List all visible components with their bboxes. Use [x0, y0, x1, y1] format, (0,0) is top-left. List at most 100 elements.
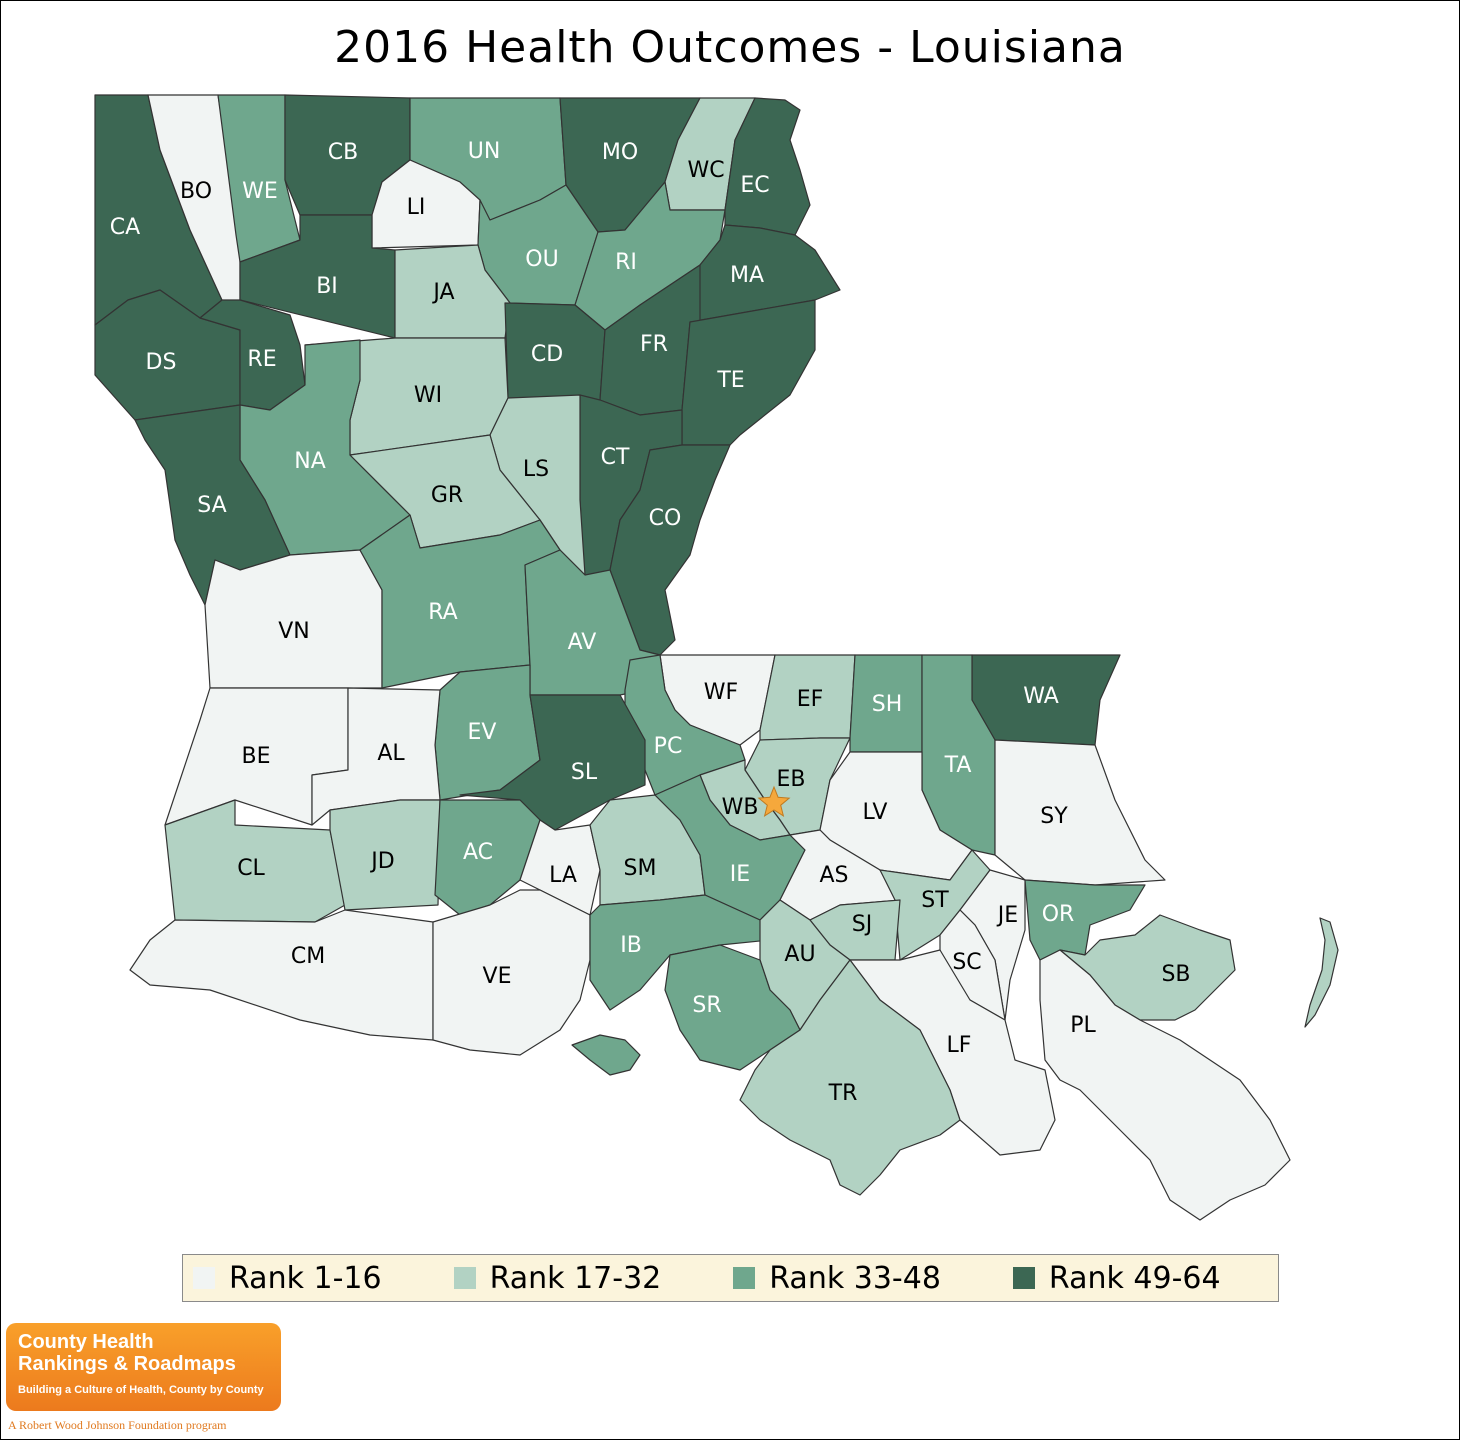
parish-ac[interactable]: [434, 799, 541, 916]
parish-label-cb: CB: [328, 140, 358, 165]
parish-label-pl: PL: [1070, 1013, 1096, 1038]
parish-label-ef: EF: [797, 687, 824, 712]
parish-li[interactable]: [371, 159, 481, 249]
parish-label-ma: MA: [730, 263, 764, 288]
parish-label-vn: VN: [278, 619, 310, 644]
legend-label-2: Rank 17-32: [489, 1260, 662, 1296]
legend-label-4: Rank 49-64: [1048, 1260, 1221, 1296]
parish-tr[interactable]: [739, 959, 961, 1196]
parish-label-je: JE: [996, 903, 1018, 928]
parish-label-ja: JA: [431, 280, 454, 305]
parish-label-co: CO: [649, 506, 682, 531]
parish-label-sr: SR: [692, 993, 721, 1018]
parish-label-fr: FR: [640, 332, 668, 357]
parish-co[interactable]: [609, 444, 731, 656]
parish-label-la: LA: [549, 863, 577, 888]
parish-label-ec: EC: [740, 173, 769, 198]
logo-title-line1: County Health: [18, 1331, 154, 1353]
parish-label-ac: AC: [463, 840, 493, 865]
star-icon: [757, 785, 791, 817]
parish-label-ca: CA: [110, 215, 140, 240]
parish-or[interactable]: [1024, 879, 1146, 961]
legend-label-1: Rank 1-16: [229, 1260, 382, 1296]
parish-label-ct: CT: [601, 445, 630, 470]
parish-label-re: RE: [247, 347, 276, 372]
parish-sy[interactable]: [994, 739, 1166, 886]
parish-label-ri: RI: [615, 250, 637, 275]
logo-tagline: Building a Culture of Health, County by …: [18, 1384, 264, 1396]
marsh-island: [571, 1034, 641, 1076]
parish-label-un: UN: [468, 139, 501, 164]
legend-item-3: Rank 33-48: [733, 1261, 941, 1296]
parish-label-sb: SB: [1161, 962, 1190, 987]
parish-label-we: WE: [242, 179, 278, 204]
parish-label-sm: SM: [624, 856, 657, 881]
parish-label-li: LI: [407, 195, 426, 220]
parish-label-wf: WF: [704, 680, 738, 705]
parish-label-ls: LS: [523, 457, 549, 482]
parish-label-au: AU: [784, 942, 815, 967]
logo-title-line2: Rankings & Roadmaps: [18, 1353, 236, 1375]
parish-label-sj: SJ: [852, 912, 872, 937]
parish-pl[interactable]: [1039, 949, 1291, 1221]
parish-te[interactable]: [681, 299, 816, 446]
parish-label-sl: SL: [571, 760, 598, 785]
legend-item-1: Rank 1-16: [193, 1261, 382, 1296]
logo-title: County Health Rankings & Roadmaps: [18, 1331, 236, 1375]
parish-label-be: BE: [242, 744, 271, 769]
parish-label-wa: WA: [1023, 684, 1059, 709]
parish-label-pc: PC: [654, 734, 683, 759]
parish-label-ib: IB: [620, 933, 642, 958]
parish-label-sc: SC: [952, 950, 981, 975]
parish-label-wi: WI: [414, 383, 442, 408]
parish-label-te: TE: [716, 368, 744, 393]
parish-label-lf: LF: [947, 1033, 972, 1058]
parish-label-al: AL: [377, 741, 405, 766]
map-title: 2016 Health Outcomes - Louisiana: [334, 22, 1126, 73]
parish-label-wb: WB: [722, 795, 759, 820]
chandeleur-islands: [1304, 917, 1339, 1028]
parish-label-wc: WC: [687, 158, 724, 183]
parish-label-av: AV: [568, 630, 597, 655]
parish-label-gr: GR: [431, 483, 463, 508]
parish-label-tr: TR: [828, 1081, 858, 1106]
legend-item-2: Rank 17-32: [453, 1260, 662, 1296]
parish-label-mo: MO: [602, 140, 638, 165]
parish-label-cd: CD: [531, 342, 563, 367]
parish-label-ie: IE: [730, 862, 750, 887]
legend-label-3: Rank 33-48: [769, 1260, 941, 1296]
parish-label-ve: VE: [483, 964, 512, 989]
parish-re[interactable]: [199, 299, 306, 411]
parish-ma[interactable]: [689, 224, 841, 323]
parish-la[interactable]: [519, 819, 601, 916]
parish-label-jd: JD: [369, 849, 394, 874]
parish-label-ev: EV: [468, 720, 497, 745]
parish-label-st: ST: [921, 888, 949, 913]
parish-ve[interactable]: [432, 889, 591, 1056]
parish-label-bo: BO: [180, 179, 212, 204]
parish-label-cl: CL: [237, 856, 265, 881]
parish-bi[interactable]: [239, 214, 396, 339]
legend-swatch-1: [193, 1267, 215, 1289]
parish-label-or: OR: [1042, 902, 1075, 927]
parish-label-as: AS: [819, 863, 848, 888]
logo-footer: A Robert Wood Johnson Foundation program: [8, 1418, 227, 1432]
parish-label-eb: EB: [777, 767, 806, 792]
parish-label-ou: OU: [525, 247, 558, 272]
parish-cm[interactable]: [129, 909, 434, 1041]
parish-label-lv: LV: [863, 800, 888, 825]
parish-jd[interactable]: [329, 799, 441, 911]
parish-ec[interactable]: [724, 97, 811, 236]
parish-label-cm: CM: [291, 944, 325, 969]
parish-label-ds: DS: [146, 350, 177, 375]
parish-label-ra: RA: [428, 600, 457, 625]
legend-swatch-4: [1012, 1267, 1035, 1289]
parish-label-sa: SA: [197, 493, 226, 518]
parish-label-na: NA: [294, 449, 326, 474]
parish-label-sh: SH: [872, 692, 903, 717]
legend: Rank 1-16 Rank 17-32 Rank 33-48 Rank 49-…: [182, 1254, 1279, 1302]
legend-item-4: Rank 49-64: [1012, 1260, 1221, 1296]
county-health-rankings-logo[interactable]: County Health Rankings & Roadmaps Buildi…: [6, 1323, 281, 1411]
legend-swatch-3: [733, 1267, 756, 1289]
